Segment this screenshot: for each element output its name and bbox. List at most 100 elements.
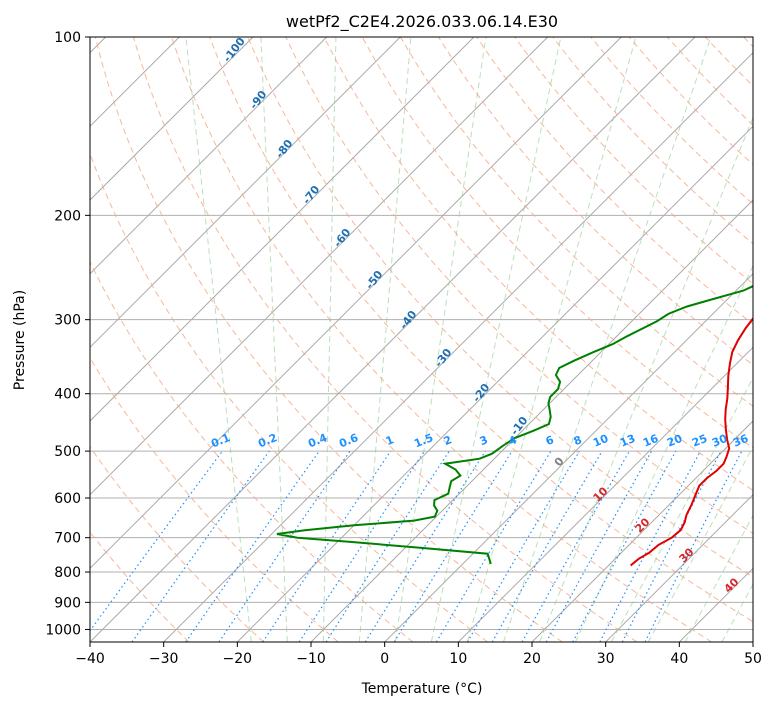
mixing-ratio-label: 36 <box>731 432 750 450</box>
isotherm-line <box>90 37 328 275</box>
mixing-ratio-line <box>644 450 743 642</box>
mixing-ratio-label: 10 <box>591 432 610 450</box>
isotherm-line <box>90 37 475 422</box>
plot-area: -100-90-80-70-60-50-40-30-20-10010203040… <box>90 35 753 642</box>
mixing-ratio-label: 0.2 <box>256 431 279 450</box>
dry-adiabat-line <box>476 37 753 325</box>
isotherm-line <box>163 51 753 642</box>
moist-adiabat-line <box>502 37 712 642</box>
isotherm-line <box>457 346 753 642</box>
mixing-ratio-line <box>298 450 425 642</box>
dry-adiabat-label: -20 <box>470 381 493 405</box>
mixing-ratio-line <box>466 450 580 642</box>
y-tick-label: 600 <box>54 491 81 507</box>
isotherm-line <box>531 420 753 642</box>
isotherm-line <box>236 125 753 642</box>
mixing-ratio-label: 8 <box>572 433 584 448</box>
y-tick-label: 100 <box>54 30 81 46</box>
y-tick-label: 200 <box>54 208 81 224</box>
dry-adiabat-label: 0 <box>552 455 567 469</box>
moist-adiabat-line <box>684 514 753 642</box>
mixing-ratio-label: 20 <box>665 432 684 450</box>
isotherm-line <box>384 272 753 642</box>
isopleth-labels: -100-90-80-70-60-50-40-30-20-10010203040… <box>209 35 750 596</box>
mixing-ratio-label: 1 <box>384 433 396 448</box>
isotherm-line <box>90 37 696 642</box>
moist-adiabat-line <box>430 37 562 642</box>
dry-adiabat-line <box>90 531 190 642</box>
dry-adiabat-line <box>514 37 753 285</box>
dry-adiabat-label: -40 <box>397 308 420 332</box>
mixing-ratio-line <box>218 450 351 642</box>
moist-adiabat-line <box>611 377 753 642</box>
mixing-ratio-line <box>185 450 320 642</box>
dry-adiabat-label: -30 <box>432 346 455 370</box>
y-tick-label: 700 <box>54 531 81 547</box>
mixing-ratio-line <box>90 450 223 632</box>
dry-adiabat-line <box>743 37 753 48</box>
mixing-ratio-line <box>364 450 486 642</box>
temperature-line <box>629 316 753 567</box>
x-axis-label: Temperature (°C) <box>361 681 483 697</box>
mixing-ratio-label: 30 <box>710 432 729 450</box>
moist-adiabat-label: 20 <box>633 515 653 535</box>
x-axis: −40 −30 −20 −10 0 10 20 30 40 50 <box>75 642 762 667</box>
mixing-ratio-label: 6 <box>544 433 556 448</box>
mixing-ratio-label: 3 <box>478 433 490 448</box>
moist-adiabat-label: 10 <box>591 484 611 504</box>
dry-adiabat-line <box>552 37 753 245</box>
isotherm-line <box>90 37 622 570</box>
dry-adiabat-line <box>247 37 753 578</box>
x-tick-label: 20 <box>523 651 541 667</box>
dry-adiabat-line <box>132 37 638 642</box>
dry-adiabat-line <box>94 37 563 642</box>
x-tick-label: 30 <box>597 651 615 667</box>
dry-adiabat-line <box>90 152 488 642</box>
x-tick-label: 40 <box>670 651 688 667</box>
y-axis: 100 200 300 400 500 600 700 800 900 1000 <box>45 30 90 638</box>
y-axis-label: Pressure (hPa) <box>12 290 28 390</box>
profile-lines <box>276 284 753 567</box>
dry-adiabat-label: -100 <box>221 35 248 65</box>
moist-adiabat-label: 40 <box>722 575 742 595</box>
mixing-ratio-label: 13 <box>618 432 637 450</box>
isotherm-line <box>90 37 254 201</box>
mixing-ratio-line <box>435 450 552 642</box>
mixing-ratio-label: 25 <box>690 432 709 450</box>
x-tick-label: −20 <box>223 651 253 667</box>
x-tick-label: 10 <box>449 651 467 667</box>
isotherm-line <box>678 567 753 642</box>
isotherm-line <box>90 37 401 349</box>
mixing-ratio-line <box>325 450 450 642</box>
dry-adiabat-label: -80 <box>273 137 296 161</box>
dry-adiabat-label: -60 <box>331 226 354 250</box>
mixing-ratio-line <box>521 450 631 642</box>
x-tick-label: 50 <box>744 651 762 667</box>
y-tick-label: 1000 <box>45 622 81 638</box>
x-tick-label: 0 <box>380 651 389 667</box>
y-tick-label: 400 <box>54 387 81 403</box>
dry-adiabat-line <box>285 37 753 535</box>
isotherm-line <box>752 641 753 642</box>
y-tick-label: 900 <box>54 595 81 611</box>
dry-adiabat-line <box>90 260 414 642</box>
dry-adiabat-line <box>704 37 753 87</box>
grid-lines <box>90 37 753 642</box>
mixing-ratio-label: 0.1 <box>209 431 232 450</box>
dry-adiabat-line <box>437 37 753 366</box>
dewpoint-line <box>276 284 753 565</box>
moist-adiabat-line <box>394 37 487 642</box>
moist-adiabat-line <box>466 37 637 642</box>
moist-adiabat-line <box>538 116 753 642</box>
dry-adiabat-line <box>90 356 339 642</box>
moist-adiabat-line <box>185 37 252 642</box>
moist-adiabat-line <box>575 264 753 642</box>
mixing-ratio-label: 2 <box>442 433 454 448</box>
mixing-ratio-label: 0.4 <box>306 431 329 450</box>
dry-adiabat-line <box>90 446 264 642</box>
moist-adiabat-line <box>647 445 753 642</box>
dry-adiabat-line <box>171 37 712 642</box>
y-tick-label: 500 <box>54 444 81 460</box>
dry-adiabat-label: -70 <box>300 183 323 207</box>
x-tick-label: −40 <box>75 651 105 667</box>
